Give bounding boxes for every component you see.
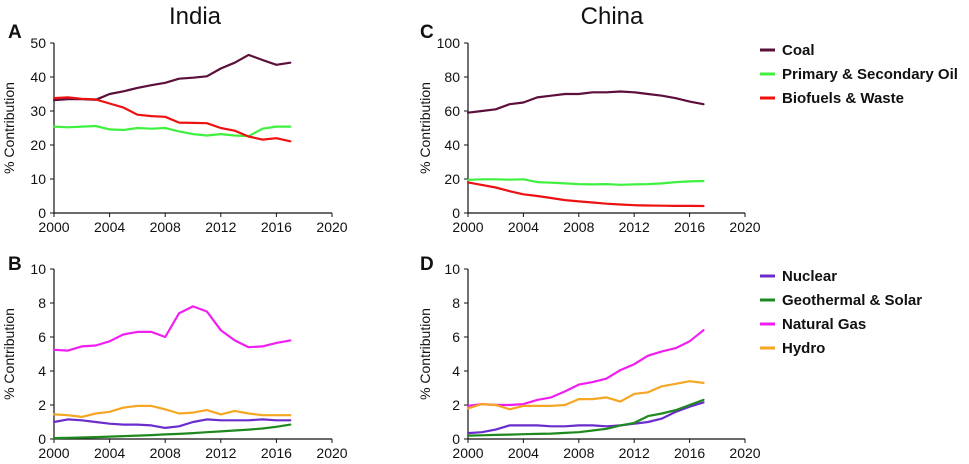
x-tick-label: 2000 bbox=[38, 445, 69, 461]
series-line-biofuels-waste bbox=[52, 96, 292, 143]
x-tick-label: 2000 bbox=[452, 219, 483, 235]
series-line-hydro bbox=[466, 380, 705, 411]
legend-label: Nuclear bbox=[782, 268, 837, 285]
panel-letter: B bbox=[8, 254, 22, 275]
y-tick-label: 4 bbox=[38, 363, 46, 379]
y-axis-label: % Contribution bbox=[1, 82, 17, 174]
y-axis-label: % Contribution bbox=[417, 82, 433, 174]
y-tick-label: 60 bbox=[444, 103, 460, 119]
x-tick-label: 2012 bbox=[205, 219, 236, 235]
panel-c: C 0 20 40 60 80 100 2000 2004 2008 2012 2016 2020 % C… bbox=[417, 22, 958, 235]
y-tick-label: 40 bbox=[444, 137, 460, 153]
y-tick-label: 0 bbox=[452, 431, 460, 447]
series-line-hydro bbox=[52, 404, 292, 418]
x-tick-label: 2020 bbox=[316, 445, 347, 461]
x-tick-label: 2016 bbox=[674, 219, 705, 235]
y-tick-label: 4 bbox=[452, 363, 460, 379]
panel-b: B 0 2 4 6 8 10 2000 2004 2008 2012 2016 2020 % Contri… bbox=[1, 254, 348, 461]
legend-label: Hydro bbox=[782, 340, 825, 357]
y-tick-label: 2 bbox=[452, 397, 460, 413]
y-tick-label: 10 bbox=[30, 171, 46, 187]
y-tick-label: 10 bbox=[30, 261, 46, 277]
legend: Nuclear Geothermal & Solar Natural Gas Hydr… bbox=[760, 268, 922, 357]
y-tick-label: 80 bbox=[444, 69, 460, 85]
x-tick-label: 2004 bbox=[508, 445, 539, 461]
x-tick-label: 2012 bbox=[619, 219, 650, 235]
legend-label: Biofuels & Waste bbox=[782, 90, 904, 107]
y-tick-label: 30 bbox=[30, 103, 46, 119]
panel-letter: C bbox=[420, 22, 434, 43]
y-tick-label: 50 bbox=[30, 35, 46, 51]
series-line-primary-secondary-oil bbox=[52, 124, 292, 138]
x-tick-label: 2000 bbox=[38, 219, 69, 235]
x-tick-label: 2004 bbox=[94, 219, 125, 235]
y-tick-label: 40 bbox=[30, 69, 46, 85]
y-tick-label: 10 bbox=[444, 261, 460, 277]
x-tick-label: 2004 bbox=[508, 219, 539, 235]
x-tick-label: 2020 bbox=[729, 445, 760, 461]
panel-letter: D bbox=[420, 254, 434, 275]
x-tick-label: 2000 bbox=[452, 445, 483, 461]
y-axis-label: % Contribution bbox=[1, 308, 17, 400]
series-line-primary-secondary-oil bbox=[466, 178, 705, 186]
x-tick-label: 2012 bbox=[205, 445, 236, 461]
y-tick-label: 20 bbox=[30, 137, 46, 153]
legend: Coal Primary & Secondary Oil Biofuels & Wa… bbox=[760, 42, 958, 107]
x-tick-label: 2008 bbox=[563, 445, 594, 461]
panel-letter: A bbox=[8, 22, 22, 43]
y-tick-label: 8 bbox=[38, 295, 46, 311]
series-line-biofuels-waste bbox=[466, 181, 705, 208]
col-title-china: China bbox=[581, 3, 644, 30]
y-tick-label: 2 bbox=[38, 397, 46, 413]
x-tick-label: 2016 bbox=[674, 445, 705, 461]
y-tick-label: 6 bbox=[38, 329, 46, 345]
y-tick-label: 100 bbox=[437, 35, 461, 51]
x-tick-label: 2016 bbox=[261, 445, 292, 461]
x-tick-label: 2004 bbox=[94, 445, 125, 461]
x-tick-label: 2012 bbox=[619, 445, 650, 461]
series-line-geothermal-solar bbox=[52, 423, 292, 440]
series-line-coal bbox=[466, 90, 705, 114]
y-tick-label: 0 bbox=[452, 205, 460, 221]
series-line-nuclear bbox=[52, 418, 292, 429]
y-axis-label: % Contribution bbox=[417, 308, 433, 400]
legend-label: Coal bbox=[782, 42, 815, 59]
panel-a: A 0 10 20 30 40 50 2000 2004 2008 2012 2016 2020 % Co… bbox=[1, 22, 348, 235]
col-title-india: India bbox=[169, 3, 222, 30]
series-line-natural-gas bbox=[52, 305, 292, 352]
x-tick-label: 2020 bbox=[729, 219, 760, 235]
series-line-natural-gas bbox=[466, 329, 705, 407]
x-tick-label: 2008 bbox=[150, 445, 181, 461]
y-tick-label: 0 bbox=[38, 205, 46, 221]
y-tick-label: 6 bbox=[452, 329, 460, 345]
x-tick-label: 2016 bbox=[261, 219, 292, 235]
legend-label: Primary & Secondary Oil bbox=[782, 66, 958, 83]
series-line-coal bbox=[52, 53, 292, 102]
x-tick-label: 2008 bbox=[563, 219, 594, 235]
x-tick-label: 2020 bbox=[316, 219, 347, 235]
legend-label: Natural Gas bbox=[782, 316, 866, 333]
series-line-nuclear bbox=[466, 401, 705, 435]
panel-d: D 0 2 4 6 8 10 2000 2004 2008 2012 2016 2020 % Contri… bbox=[417, 254, 922, 461]
legend-label: Geothermal & Solar bbox=[782, 292, 922, 309]
x-tick-label: 2008 bbox=[150, 219, 181, 235]
y-tick-label: 0 bbox=[38, 431, 46, 447]
y-tick-label: 8 bbox=[452, 295, 460, 311]
y-tick-label: 20 bbox=[444, 171, 460, 187]
series-line-geothermal-solar bbox=[466, 398, 705, 437]
